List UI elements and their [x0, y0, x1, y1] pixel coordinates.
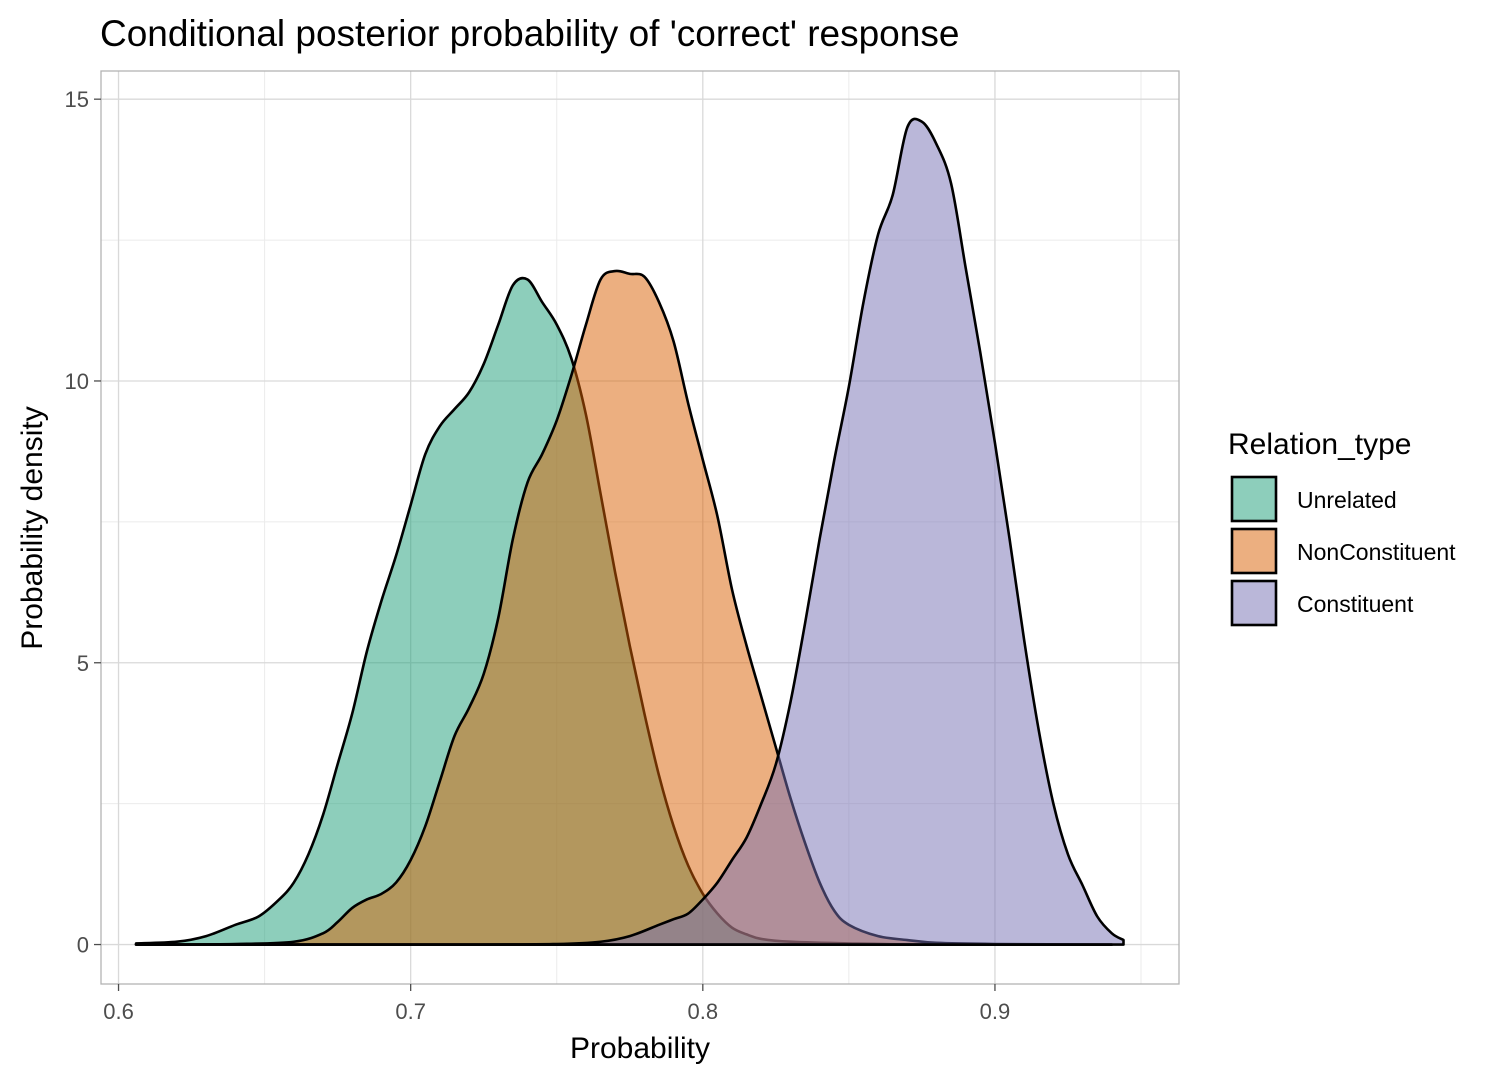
legend-swatch-constituent [1230, 579, 1278, 627]
x-tick-label: 0.6 [103, 999, 134, 1024]
legend: Relation_type Unrelated NonConstituent Con… [1228, 428, 1456, 627]
y-tick-label: 10 [65, 369, 89, 394]
legend-swatch-unrelated [1230, 475, 1278, 523]
x-axis-title: Probability [570, 1032, 710, 1065]
legend-label-unrelated: Unrelated [1297, 487, 1397, 513]
x-tick-label: 0.7 [395, 999, 426, 1024]
y-tick-label: 5 [77, 651, 89, 676]
chart-title: Conditional posterior probability of 'co… [100, 13, 959, 54]
x-tick-label: 0.9 [980, 999, 1011, 1024]
x-tick-label: 0.8 [688, 999, 719, 1024]
plot-panel-border [100, 70, 1180, 985]
y-tick-label: 0 [77, 933, 89, 958]
density-area-constituent [134, 117, 1125, 946]
y-tick-label: 15 [65, 87, 89, 112]
x-axis: 0.6 0.7 0.8 0.9 [103, 984, 1010, 1024]
density-areas [134, 117, 1125, 946]
legend-title: Relation_type [1228, 428, 1411, 461]
y-axis-title: Probability density [16, 406, 49, 649]
y-axis: 0 5 10 15 [65, 87, 101, 958]
legend-swatch-nonconstituent [1230, 527, 1278, 575]
legend-label-constituent: Constituent [1297, 591, 1414, 617]
legend-label-nonconstituent: NonConstituent [1297, 539, 1456, 565]
